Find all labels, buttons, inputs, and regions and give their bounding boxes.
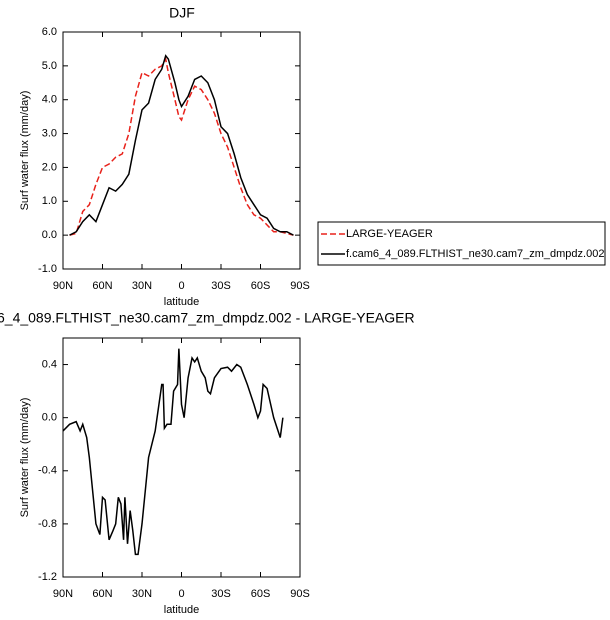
chart-title: 6_4_089.FLTHIST_ne30.cam7_zm_dmpdz.002 -… — [0, 310, 415, 326]
y-tick-label: 6.0 — [42, 26, 57, 38]
x-axis-label: latitude — [164, 604, 199, 616]
x-tick-label: 60N — [92, 280, 112, 292]
data-line — [62, 348, 284, 556]
legend-box — [317, 221, 606, 266]
x-tick-label: 30S — [211, 588, 231, 600]
y-axis-label: Surf water flux (mm/day) — [19, 398, 31, 518]
x-tick-label: 60S — [251, 588, 271, 600]
y-tick-label: 0.0 — [42, 412, 57, 424]
legend-label: LARGE-YEAGER — [346, 228, 433, 240]
y-tick-label: 5.0 — [42, 60, 57, 72]
x-tick-label: 60N — [92, 588, 112, 600]
chart-title: DJF — [169, 5, 195, 21]
x-tick-label: 30N — [132, 588, 152, 600]
x-tick-label: 90S — [290, 588, 310, 600]
plot-frame — [62, 337, 301, 578]
x-axis-label: latitude — [164, 296, 199, 308]
data-line — [69, 56, 294, 236]
y-tick-label: 0.0 — [42, 229, 57, 241]
y-tick-label: 3.0 — [42, 127, 57, 139]
x-tick-label: 30N — [132, 280, 152, 292]
x-tick-label: 90N — [53, 280, 73, 292]
y-tick-label: 4.0 — [42, 94, 57, 106]
y-tick-label: 0.4 — [42, 358, 57, 370]
legend-label: f.cam6_4_089.FLTHIST_ne30.cam7_zm_dmpdz.… — [346, 248, 604, 260]
x-tick-label: 30S — [211, 280, 231, 292]
x-tick-label: 60S — [251, 280, 271, 292]
y-tick-label: -1.2 — [38, 571, 57, 583]
x-tick-label: 90S — [290, 280, 310, 292]
x-tick-label: 0 — [178, 588, 184, 600]
x-tick-label: 0 — [178, 280, 184, 292]
y-tick-label: 1.0 — [42, 195, 57, 207]
y-tick-label: -0.4 — [38, 465, 57, 477]
y-tick-label: -1.0 — [38, 263, 57, 275]
y-tick-label: 2.0 — [42, 161, 57, 173]
y-tick-label: -0.8 — [38, 518, 57, 530]
x-tick-label: 90N — [53, 588, 73, 600]
y-axis-label: Surf water flux (mm/day) — [19, 91, 31, 211]
plot-frame — [62, 31, 301, 270]
data-line — [69, 54, 294, 236]
